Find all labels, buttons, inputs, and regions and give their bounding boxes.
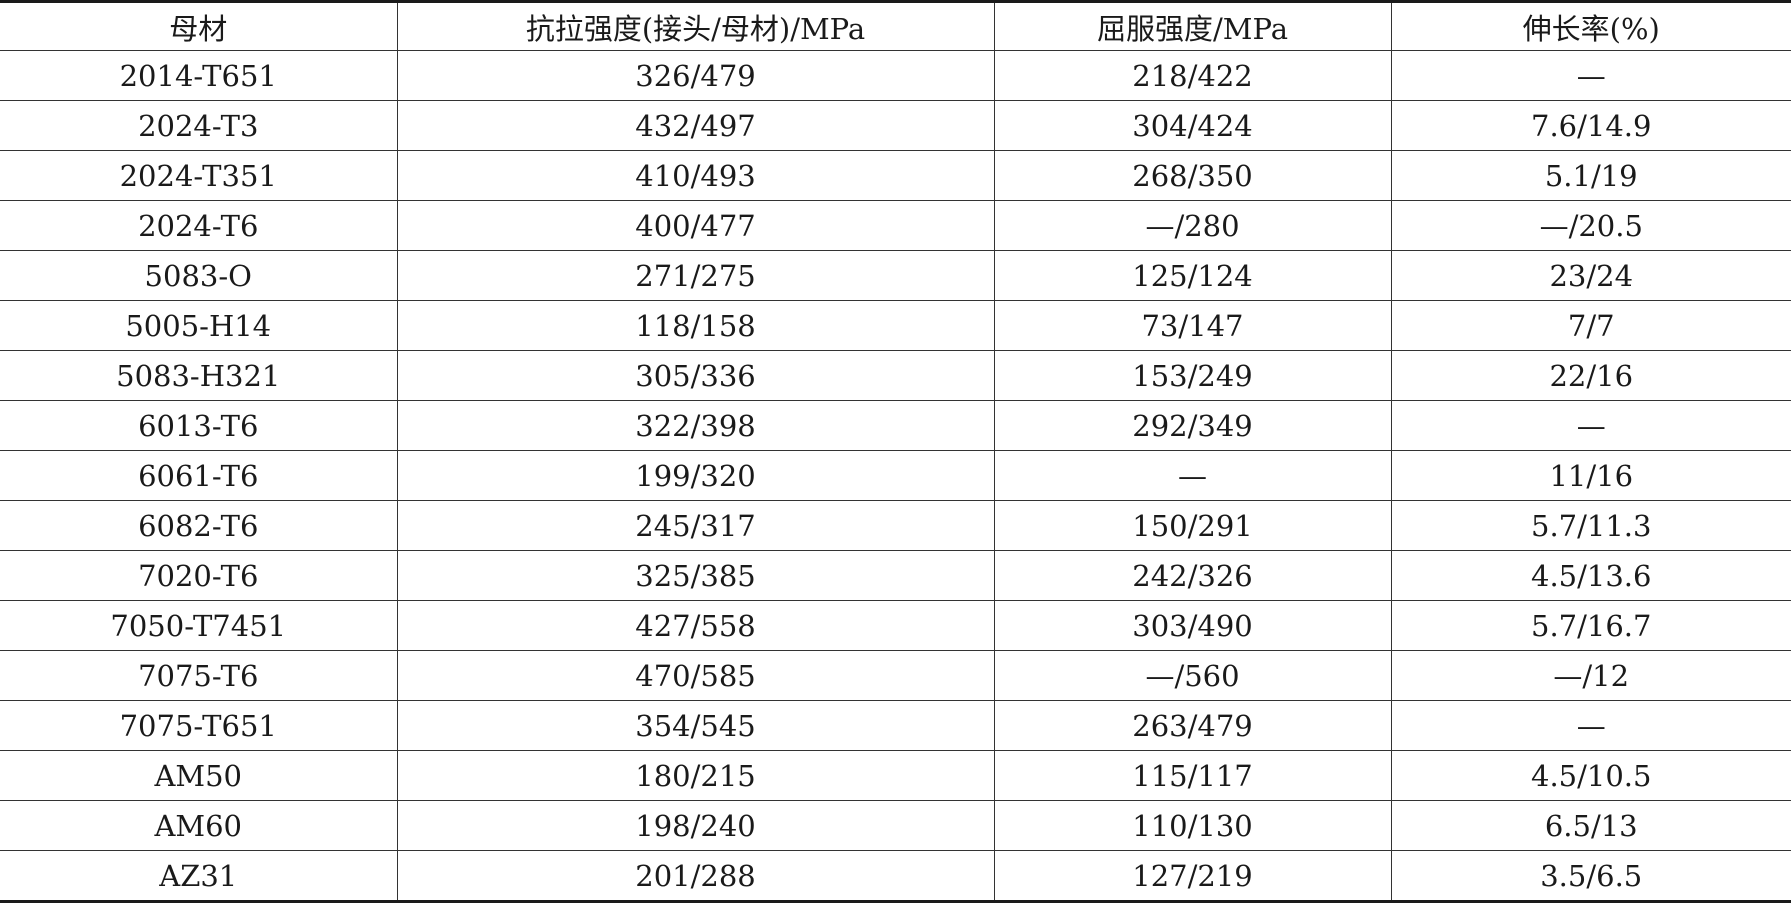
cell-yield-strength: 263/479 [993, 700, 1392, 751]
cell-base-metal: 6061-T6 [0, 450, 398, 501]
cell-elongation: 23/24 [1390, 250, 1791, 301]
cell-base-metal: 6082-T6 [0, 500, 398, 551]
cell-tensile-strength: 245/317 [396, 500, 995, 551]
cell-tensile-strength: 199/320 [396, 450, 995, 501]
table-header: 母材 抗拉强度(接头/母材)/MPa 屈服强度/MPa 伸长率(%) [0, 0, 1791, 51]
cell-elongation: 3.5/6.5 [1390, 850, 1791, 903]
cell-elongation: 4.5/13.6 [1390, 550, 1791, 601]
cell-elongation: 11/16 [1390, 450, 1791, 501]
cell-base-metal: 2014-T651 [0, 50, 398, 101]
cell-base-metal: 5083-O [0, 250, 398, 301]
cell-base-metal: 7020-T6 [0, 550, 398, 601]
cell-yield-strength: 304/424 [993, 100, 1392, 151]
cell-base-metal: 5005-H14 [0, 300, 398, 351]
cell-tensile-strength: 427/558 [396, 600, 995, 651]
cell-yield-strength: 303/490 [993, 600, 1392, 651]
cell-tensile-strength: 325/385 [396, 550, 995, 601]
cell-yield-strength: 127/219 [993, 850, 1392, 903]
cell-tensile-strength: 354/545 [396, 700, 995, 751]
cell-yield-strength: 268/350 [993, 150, 1392, 201]
header-yield-strength: 屈服强度/MPa [993, 0, 1392, 51]
table-row: AZ31 201/288 127/219 3.5/6.5 [0, 850, 1791, 903]
cell-yield-strength: 153/249 [993, 350, 1392, 401]
table-body: 2014-T651 326/479 218/422 — 2024-T3 432/… [0, 50, 1791, 903]
cell-yield-strength: — [993, 450, 1392, 501]
cell-tensile-strength: 201/288 [396, 850, 995, 903]
cell-elongation: 5.7/16.7 [1390, 600, 1791, 651]
header-base-metal: 母材 [0, 0, 398, 51]
cell-elongation: — [1390, 50, 1791, 101]
table-row: 6061-T6 199/320 — 11/16 [0, 450, 1791, 501]
cell-elongation: —/20.5 [1390, 200, 1791, 251]
cell-base-metal: AM50 [0, 750, 398, 801]
table-row: 5005-H14 118/158 73/147 7/7 [0, 300, 1791, 351]
table-row: 7075-T651 354/545 263/479 — [0, 700, 1791, 751]
cell-elongation: 7.6/14.9 [1390, 100, 1791, 151]
cell-base-metal: 2024-T6 [0, 200, 398, 251]
cell-yield-strength: 125/124 [993, 250, 1392, 301]
cell-yield-strength: 73/147 [993, 300, 1392, 351]
table-row: 6013-T6 322/398 292/349 — [0, 400, 1791, 451]
cell-elongation: — [1390, 700, 1791, 751]
cell-yield-strength: 110/130 [993, 800, 1392, 851]
cell-tensile-strength: 400/477 [396, 200, 995, 251]
cell-base-metal: 7075-T651 [0, 700, 398, 751]
cell-elongation: 4.5/10.5 [1390, 750, 1791, 801]
cell-tensile-strength: 198/240 [396, 800, 995, 851]
cell-tensile-strength: 118/158 [396, 300, 995, 351]
table-row: 6082-T6 245/317 150/291 5.7/11.3 [0, 500, 1791, 551]
cell-tensile-strength: 410/493 [396, 150, 995, 201]
cell-base-metal: 6013-T6 [0, 400, 398, 451]
cell-base-metal: 2024-T351 [0, 150, 398, 201]
cell-elongation: 6.5/13 [1390, 800, 1791, 851]
cell-base-metal: 2024-T3 [0, 100, 398, 151]
table-row: 2014-T651 326/479 218/422 — [0, 50, 1791, 101]
header-tensile-strength: 抗拉强度(接头/母材)/MPa [396, 0, 995, 51]
table-row: 2024-T351 410/493 268/350 5.1/19 [0, 150, 1791, 201]
cell-elongation: —/12 [1390, 650, 1791, 701]
cell-base-metal: 7075-T6 [0, 650, 398, 701]
cell-elongation: 7/7 [1390, 300, 1791, 351]
cell-yield-strength: 115/117 [993, 750, 1392, 801]
cell-elongation: 22/16 [1390, 350, 1791, 401]
cell-elongation: — [1390, 400, 1791, 451]
cell-tensile-strength: 470/585 [396, 650, 995, 701]
cell-base-metal: AZ31 [0, 850, 398, 903]
table-row: 5083-H321 305/336 153/249 22/16 [0, 350, 1791, 401]
table-row: 7050-T7451 427/558 303/490 5.7/16.7 [0, 600, 1791, 651]
table-row: AM50 180/215 115/117 4.5/10.5 [0, 750, 1791, 801]
cell-tensile-strength: 305/336 [396, 350, 995, 401]
cell-yield-strength: —/280 [993, 200, 1392, 251]
cell-tensile-strength: 326/479 [396, 50, 995, 101]
table-row: 5083-O 271/275 125/124 23/24 [0, 250, 1791, 301]
cell-base-metal: 7050-T7451 [0, 600, 398, 651]
cell-tensile-strength: 432/497 [396, 100, 995, 151]
cell-yield-strength: 150/291 [993, 500, 1392, 551]
cell-tensile-strength: 322/398 [396, 400, 995, 451]
cell-base-metal: 5083-H321 [0, 350, 398, 401]
cell-yield-strength: 292/349 [993, 400, 1392, 451]
cell-yield-strength: 242/326 [993, 550, 1392, 601]
cell-yield-strength: —/560 [993, 650, 1392, 701]
table-row: AM60 198/240 110/130 6.5/13 [0, 800, 1791, 851]
cell-elongation: 5.1/19 [1390, 150, 1791, 201]
header-elongation: 伸长率(%) [1390, 0, 1791, 51]
table-row: 7020-T6 325/385 242/326 4.5/13.6 [0, 550, 1791, 601]
header-row: 母材 抗拉强度(接头/母材)/MPa 屈服强度/MPa 伸长率(%) [0, 0, 1791, 51]
cell-elongation: 5.7/11.3 [1390, 500, 1791, 551]
table-row: 7075-T6 470/585 —/560 —/12 [0, 650, 1791, 701]
table-row: 2024-T3 432/497 304/424 7.6/14.9 [0, 100, 1791, 151]
cell-yield-strength: 218/422 [993, 50, 1392, 101]
cell-tensile-strength: 180/215 [396, 750, 995, 801]
cell-base-metal: AM60 [0, 800, 398, 851]
table-row: 2024-T6 400/477 —/280 —/20.5 [0, 200, 1791, 251]
cell-tensile-strength: 271/275 [396, 250, 995, 301]
